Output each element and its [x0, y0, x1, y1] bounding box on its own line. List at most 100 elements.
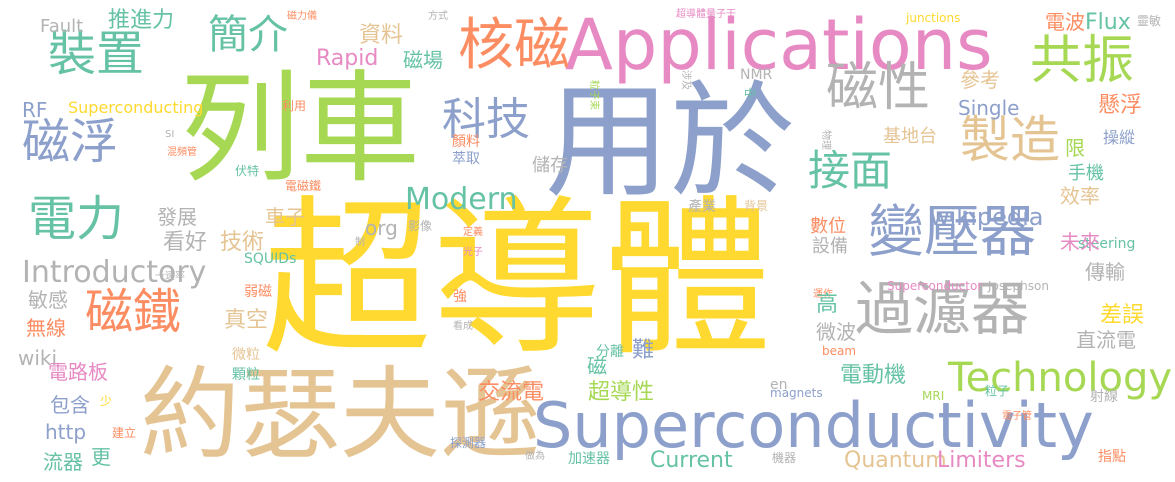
word-涉及: 涉及 — [680, 70, 691, 90]
word-簡介: 簡介 — [208, 12, 288, 58]
word-更: 更 — [91, 445, 111, 469]
word-電波: 電波 — [1045, 10, 1085, 34]
word-電路板: 電路板 — [48, 360, 108, 384]
word-強: 強 — [453, 289, 467, 305]
word-列車: 列車 — [180, 60, 420, 199]
word-磁: 磁 — [587, 354, 607, 378]
word-超導性: 超導性 — [588, 380, 655, 405]
word-資料: 資料 — [359, 23, 404, 48]
word-制: 制 — [355, 237, 365, 248]
word-電力: 電力 — [28, 191, 125, 247]
word-未來: 未來 — [1060, 230, 1100, 254]
word-裝置: 裝置 — [48, 26, 145, 82]
word-指點: 指點 — [1098, 449, 1126, 465]
word-magnets: magnets — [770, 386, 823, 400]
word-超導體: 超導體 — [262, 181, 773, 379]
word-少: 少 — [100, 394, 113, 408]
word-技術: 技術 — [220, 230, 265, 255]
word-限: 限 — [1065, 136, 1085, 160]
word-靈敏: 靈敏 — [1137, 14, 1162, 28]
word-做為: 做為 — [525, 451, 545, 462]
word-quantum: Quantum — [844, 448, 947, 473]
word-效率: 效率 — [1060, 184, 1100, 208]
word-superconducting: Superconducting — [68, 98, 204, 117]
word-si: SI — [165, 129, 175, 140]
word-包含: 包含 — [50, 393, 90, 417]
word-加速器: 加速器 — [568, 451, 610, 467]
word-影像: 影像 — [408, 219, 433, 233]
word-一速率: 一速率 — [155, 271, 185, 282]
word-磁力儀: 磁力儀 — [287, 11, 317, 22]
word-http: http — [45, 420, 87, 444]
word-製造: 製造 — [960, 111, 1060, 169]
word-分離: 分離 — [596, 344, 624, 360]
word-電動機: 電動機 — [840, 363, 907, 388]
word-nmr: NMR — [740, 67, 773, 83]
word-磁性: 磁性 — [826, 58, 931, 118]
word-顆粒: 顆粒 — [232, 367, 260, 383]
word-磁鐵: 磁鐵 — [85, 284, 182, 340]
word-en: en — [770, 377, 788, 393]
word-難: 難 — [632, 338, 655, 363]
word-看成: 看成 — [453, 321, 473, 332]
word-過濾器: 過濾器 — [855, 275, 1030, 343]
word-顏料: 顏料 — [452, 134, 480, 150]
word-傳輸: 傳輸 — [1085, 260, 1125, 284]
word-約瑟夫遜: 約瑟夫遜 — [140, 356, 540, 473]
word-limiters: Limiters — [937, 448, 1026, 473]
word-變壓器: 變壓器 — [868, 200, 1036, 265]
word-混頻管: 混頻管 — [167, 147, 197, 158]
word-org: org — [365, 216, 398, 240]
word-flux: Flux — [1085, 10, 1131, 35]
word-mri: MRI — [922, 389, 945, 403]
word-applications: Applications — [565, 4, 993, 86]
word-磁浮: 磁浮 — [22, 114, 119, 170]
word-single: Single — [958, 96, 1020, 120]
word-josephson: Josephson — [988, 279, 1049, 293]
word-粒子束: 粒子束 — [588, 80, 599, 110]
word-流器: 流器 — [43, 450, 83, 474]
word-數位: 數位 — [810, 216, 846, 237]
word-電子管: 電子管 — [1002, 411, 1032, 422]
word-利用: 利用 — [282, 99, 307, 113]
word-真空: 真空 — [224, 308, 269, 333]
word-發展: 發展 — [157, 205, 197, 229]
word-基地台: 基地台 — [883, 126, 937, 147]
word-萃取: 萃取 — [452, 151, 480, 167]
word-車子: 車子 — [265, 205, 305, 229]
word-接面: 接面 — [808, 146, 893, 195]
word-產業: 產業 — [688, 199, 716, 215]
word-modern: Modern — [405, 182, 518, 217]
word-伏特: 伏特 — [235, 164, 260, 178]
word-參考: 參考 — [960, 68, 1000, 92]
word-機器: 機器 — [772, 451, 797, 465]
word-高: 高 — [816, 292, 839, 317]
word-看好: 看好 — [163, 230, 208, 255]
word-超導體量子干: 超導體量子干 — [676, 9, 736, 20]
word-fault: Fault — [40, 16, 84, 37]
word-beam: beam — [822, 344, 857, 358]
word-introductory: Introductory — [22, 255, 207, 290]
word-squids: SQUIDs — [244, 251, 297, 267]
word-建立: 建立 — [112, 426, 137, 440]
word-儲存: 儲存 — [532, 155, 568, 176]
word-核磁: 核磁 — [458, 13, 570, 78]
word-背景: 背景 — [744, 199, 769, 213]
word-rf: RF — [22, 98, 48, 122]
word-superconductor: Superconductor — [887, 279, 983, 293]
word-technology: Technology — [947, 355, 1172, 401]
word-方式: 方式 — [428, 11, 448, 22]
word-光子: 光子 — [463, 247, 483, 258]
word-手機: 手機 — [1068, 163, 1104, 184]
word-rapid: Rapid — [316, 46, 379, 71]
word-射線: 射線 — [1090, 389, 1118, 405]
word-推進力: 推進力 — [108, 8, 175, 33]
word-steering: steering — [1078, 236, 1136, 252]
word-操縱: 操縱 — [1103, 128, 1136, 147]
word-粒子: 粒子 — [985, 384, 1010, 398]
word-探測器: 探測器 — [450, 436, 487, 450]
word-設備: 設備 — [812, 236, 848, 257]
word-懸浮: 懸浮 — [1098, 93, 1143, 118]
word-微波: 微波 — [816, 320, 856, 344]
